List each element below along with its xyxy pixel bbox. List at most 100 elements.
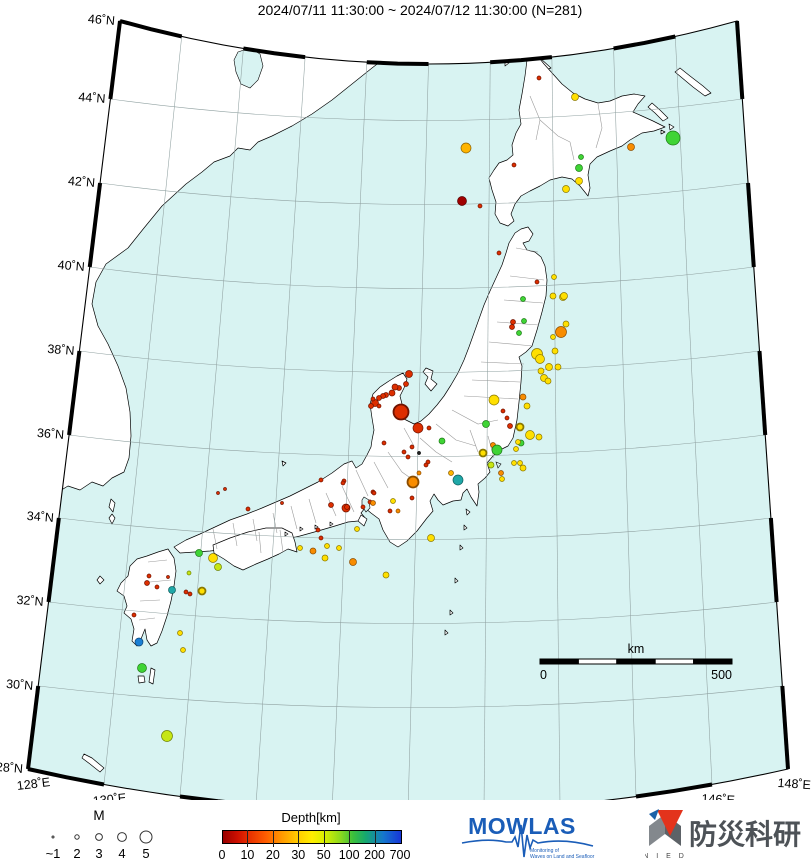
land-mass xyxy=(660,129,666,135)
lon-label: 128˚E xyxy=(16,775,51,793)
meridian-line xyxy=(103,36,182,785)
earthquake-marker xyxy=(161,730,173,742)
lat-label: 38˚N xyxy=(47,342,75,358)
prefecture-border xyxy=(355,469,369,497)
earthquake-marker xyxy=(395,508,401,514)
earthquake-marker xyxy=(223,487,227,491)
prefecture-border xyxy=(147,559,168,563)
depth-tick-mark xyxy=(247,830,249,847)
legend-row: M ~1 2 3 4 5 Depth[km] 0 10 20 30 50 100 200 700 MOW… xyxy=(0,800,811,863)
prefecture-border xyxy=(595,103,603,149)
earthquake-marker xyxy=(571,93,579,101)
frame-tick-segment xyxy=(757,350,768,436)
prefecture-border xyxy=(308,498,317,524)
scale-bar-unit: km xyxy=(628,642,645,656)
earthquake-marker xyxy=(245,506,251,512)
earthquake-marker xyxy=(549,292,557,300)
lon-label: 148˚E xyxy=(777,776,811,792)
earthquake-marker xyxy=(403,381,409,387)
scale-bar: km 0 500 xyxy=(539,642,733,682)
earthquake-marker xyxy=(406,475,420,489)
frame-tick-segment xyxy=(243,46,306,60)
lat-label: 28˚N xyxy=(0,760,24,776)
earthquake-marker xyxy=(168,586,176,594)
earthquake-marker xyxy=(511,460,517,466)
frame-tick-segment xyxy=(179,794,226,800)
lake xyxy=(495,461,502,469)
map-frame xyxy=(27,20,789,800)
magnitude-symbol-label: 2 xyxy=(73,846,80,861)
earthquake-marker xyxy=(500,408,506,414)
earthquake-marker xyxy=(536,75,542,81)
earthquake-marker xyxy=(515,422,525,432)
earthquake-marker xyxy=(387,508,393,514)
earthquake-marker xyxy=(515,439,521,445)
depth-tick-label: 200 xyxy=(364,848,385,862)
prefecture-border xyxy=(290,505,298,530)
earthquake-marker xyxy=(452,474,464,486)
magnitude-symbol-label: ~1 xyxy=(46,846,61,861)
parallel-line xyxy=(79,350,760,373)
scale-bar-min: 0 xyxy=(540,668,547,682)
earthquake-marker xyxy=(460,142,472,154)
frame-tick-segment xyxy=(635,782,713,799)
earthquake-marker xyxy=(417,451,421,455)
earthquake-marker xyxy=(448,470,454,476)
land-mass xyxy=(668,123,675,131)
land-mass xyxy=(329,521,334,527)
earthquake-marker xyxy=(405,454,411,460)
earthquake-marker xyxy=(550,334,556,340)
earthquake-marker xyxy=(216,491,220,495)
meridian-line xyxy=(331,62,368,800)
earthquake-marker xyxy=(509,324,515,330)
land-mass xyxy=(454,577,459,584)
frame-tick-segment xyxy=(735,20,745,100)
depth-tick-mark xyxy=(323,830,325,847)
land-mass xyxy=(422,367,438,392)
earthquake-marker xyxy=(197,586,207,596)
earthquake-marker xyxy=(665,130,681,146)
earthquake-marker xyxy=(391,383,399,391)
earthquake-marker xyxy=(412,422,424,434)
earthquake-marker xyxy=(555,326,567,338)
parallel-line xyxy=(38,685,783,708)
depth-tick-label: 50 xyxy=(316,848,331,862)
earthquake-marker xyxy=(482,420,490,428)
earthquake-marker xyxy=(134,637,144,647)
earthquake-marker xyxy=(177,630,183,636)
prefecture-border xyxy=(139,599,161,602)
earthquake-marker xyxy=(321,554,329,562)
frame-tick-segment xyxy=(366,60,429,66)
earthquake-marker xyxy=(409,444,415,450)
magnitude-legend: M ~1 2 3 4 5 xyxy=(46,808,153,861)
mowlas-tagline-line1: Monitoring of xyxy=(530,848,560,854)
earthquake-marker xyxy=(478,448,488,458)
magnitude-legend-title: M xyxy=(93,808,104,823)
earthquake-marker xyxy=(336,545,342,551)
prefecture-border xyxy=(272,512,278,534)
earthquake-marker xyxy=(516,330,522,336)
lon-label: 146˚E xyxy=(701,792,735,800)
earthquake-marker xyxy=(318,477,324,483)
earthquake-marker xyxy=(309,547,317,555)
earthquake-marker xyxy=(405,370,413,378)
prefecture-border xyxy=(419,437,453,463)
earthquake-marker xyxy=(525,430,535,440)
earthquake-marker xyxy=(381,440,387,446)
earthquake-marker xyxy=(521,318,527,324)
earthquake-marker xyxy=(360,504,366,510)
land-mass xyxy=(459,544,464,551)
earthquake-marker xyxy=(504,415,510,421)
earthquake-marker xyxy=(382,571,390,579)
earthquake-marker xyxy=(180,647,186,653)
land-mass xyxy=(449,609,454,616)
magnitude-symbol-label: 4 xyxy=(118,846,125,861)
earthquake-marker xyxy=(537,367,545,375)
frame-tick-segment xyxy=(780,685,790,770)
earthquake-marker xyxy=(214,563,222,571)
land-mass xyxy=(488,47,666,227)
scale-bar-segment xyxy=(654,658,695,665)
earthquake-marker xyxy=(340,480,346,486)
frame-tick-segment xyxy=(490,55,553,65)
